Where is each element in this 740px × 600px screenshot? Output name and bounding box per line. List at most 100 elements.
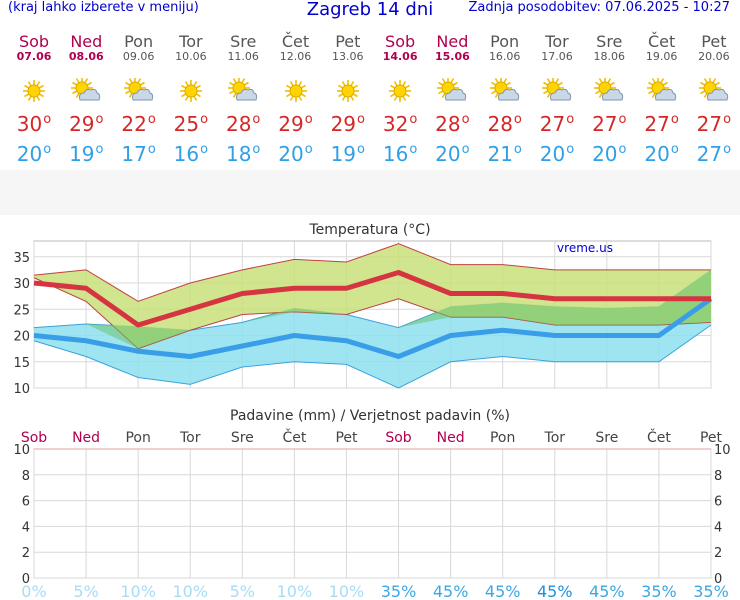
day-name: Tor (179, 32, 203, 51)
day-name: Sre (596, 32, 623, 51)
max-temp: 28o (435, 112, 470, 136)
day-name: Čet (281, 32, 310, 51)
precip-day-label: Pon (490, 430, 515, 446)
day-date: 12.06 (279, 50, 312, 63)
sun-icon (8, 78, 60, 104)
day-name: Ned (70, 32, 103, 51)
sun-cloud-icon (217, 77, 269, 104)
day-date: 11.06 (227, 50, 259, 63)
page-title: Zagreb 14 dni (306, 0, 434, 20)
max-temp: 27o (592, 112, 627, 136)
precip-probability: 45% (433, 582, 469, 600)
precip-probability: 10% (277, 582, 313, 600)
precip-probability: 45% (589, 582, 625, 600)
day-header: Tor 10.06 (165, 34, 217, 64)
last-update-text: Zadnja posodobitev: 07.06.2025 - 10:27 (468, 0, 730, 15)
precip-day-label: Sob (21, 430, 47, 446)
day-header: Tor 17.06 (531, 34, 583, 64)
precip-ytick-right: 2 (714, 546, 722, 561)
max-temp: 28o (487, 112, 522, 136)
day-header: Pon 16.06 (479, 34, 531, 64)
max-temp: 25o (173, 112, 209, 136)
precip-day-label: Tor (179, 430, 201, 446)
precip-day-label: Ned (72, 430, 100, 446)
separator-band (0, 170, 740, 215)
day-name: Sob (18, 32, 50, 51)
precip-day-label: Čet (282, 428, 306, 446)
precip-plot-area (33, 448, 712, 579)
precip-day-label: Pet (700, 430, 723, 446)
min-temp: 16o (382, 142, 418, 166)
min-temp: 20o (539, 142, 575, 166)
temp-ytick: 30 (13, 277, 30, 292)
precip-probability: 45% (485, 582, 521, 600)
temp-ytick: 35 (13, 251, 30, 266)
min-temp: 19o (330, 142, 365, 166)
sun-icon (165, 78, 217, 104)
day-header: Sob 14.06 (374, 34, 426, 64)
day-date: 19.06 (645, 50, 678, 63)
sun-icon (322, 78, 374, 104)
sun-cloud-icon (583, 77, 635, 104)
day-header: Čet 12.06 (270, 34, 322, 64)
day-header: Pet 13.06 (322, 34, 374, 64)
sun-icon (374, 78, 426, 104)
max-temp: 32o (382, 112, 418, 136)
precip-ytick-right: 6 (714, 495, 722, 510)
sun-cloud-icon (60, 77, 112, 104)
precip-probability: 5% (73, 582, 98, 600)
min-temp: 20o (278, 142, 313, 166)
day-name: Pon (124, 32, 154, 51)
precip-probability: 35% (693, 582, 729, 600)
precip-ytick-right: 8 (714, 469, 722, 484)
temp-ytick: 20 (13, 330, 30, 345)
precip-ytick-left: 4 (22, 520, 30, 535)
temp-chart-title: Temperatura (°C) (308, 222, 430, 238)
min-temp-line (33, 296, 713, 359)
precip-probability: 10% (172, 582, 208, 600)
precip-ytick-left: 2 (22, 546, 30, 561)
day-header: Čet 19.06 (636, 34, 688, 64)
day-header: Pon 09.06 (113, 34, 165, 64)
day-date: 10.06 (175, 50, 207, 63)
precip-probability: 35% (381, 582, 417, 600)
day-header: Sre 11.06 (217, 34, 269, 64)
min-temp-band-lower-edge (33, 324, 712, 389)
min-temp: 20o (16, 142, 52, 166)
precip-ytick-right: 0 (714, 572, 722, 587)
precip-day-label: Pon (125, 430, 150, 446)
precip-probability: 5% (230, 582, 255, 600)
max-temp: 27o (644, 112, 679, 136)
max-temp: 28o (225, 112, 261, 136)
band-overlap (34, 269, 711, 349)
day-date: 09.06 (122, 50, 155, 63)
precip-day-label: Sob (385, 430, 411, 446)
day-name: Čet (647, 32, 676, 51)
max-temp: 27o (696, 112, 732, 136)
location-menu-hint[interactable]: (kraj lahko izberete v meniju) (8, 0, 199, 15)
temp-ytick: 15 (13, 356, 30, 371)
precip-ytick-left: 0 (22, 572, 30, 587)
sun-cloud-icon (426, 77, 478, 104)
precip-ytick-right: 4 (714, 520, 722, 535)
day-name: Pon (490, 32, 520, 51)
sun-cloud-icon (636, 77, 688, 104)
min-temp: 18o (225, 142, 261, 166)
precip-day-label: Sre (231, 430, 254, 446)
day-name: Sob (385, 32, 416, 51)
day-date: 15.06 (434, 50, 470, 63)
precip-ytick-left: 8 (22, 469, 30, 484)
day-name: Ned (436, 32, 469, 51)
day-date: 16.06 (488, 50, 521, 63)
precip-probability: 35% (641, 582, 677, 600)
min-temp-band (34, 269, 711, 388)
day-date: 07.06 (16, 50, 52, 63)
day-date: 08.06 (68, 50, 104, 63)
min-temp: 21o (487, 142, 522, 166)
day-header: Ned 08.06 (60, 34, 112, 64)
min-temp: 16o (173, 142, 209, 166)
precip-day-label: Ned (437, 430, 465, 446)
day-header: Pet 20.06 (688, 34, 740, 64)
sun-cloud-icon (531, 77, 583, 104)
precip-day-label: Čet (647, 428, 671, 446)
